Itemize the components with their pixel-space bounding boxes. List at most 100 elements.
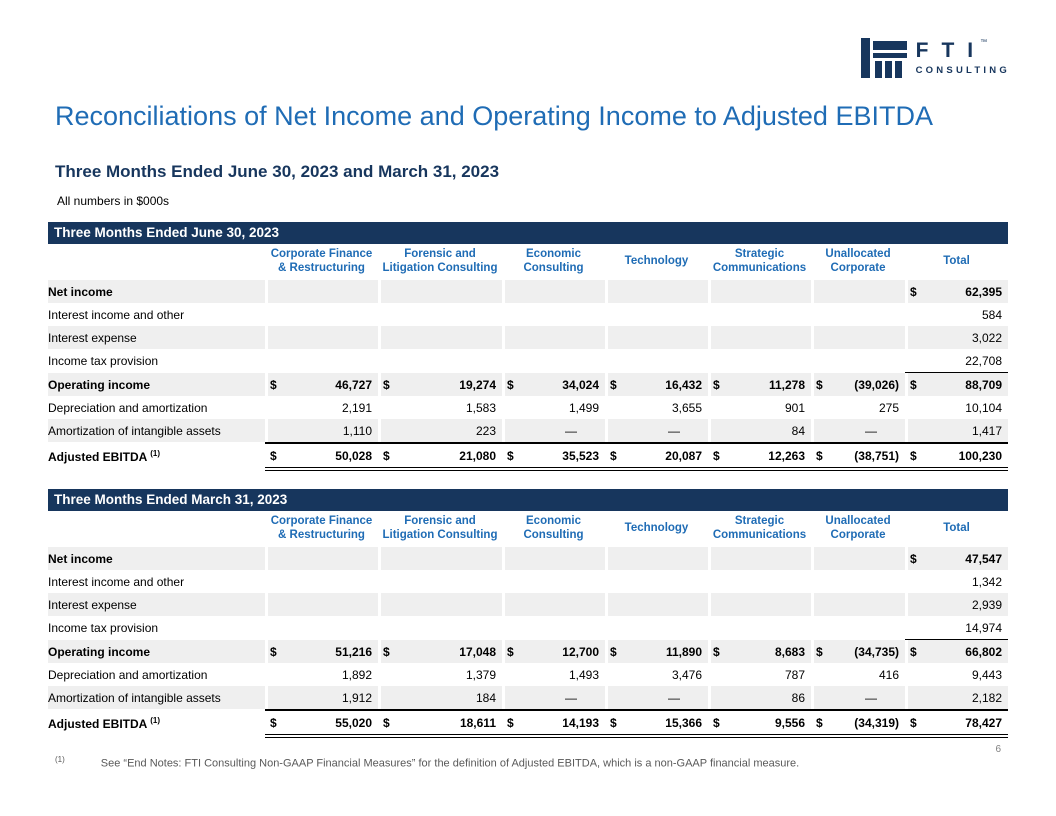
table-cell	[605, 616, 708, 640]
column-header: Economic Consulting	[523, 248, 584, 274]
table-cell	[502, 593, 605, 616]
fti-column-icon	[860, 38, 907, 78]
cell-value: 14,974	[965, 620, 1002, 635]
table-row: Income tax provision 22,708	[48, 349, 1008, 373]
table-cell	[605, 593, 708, 616]
currency-symbol: $	[816, 715, 823, 730]
cell-value: 10,104	[965, 400, 1002, 415]
table-cell: 1,583	[378, 396, 502, 419]
row-label: Net income	[48, 547, 265, 570]
cell-value: 50,028	[335, 448, 372, 463]
table-cell: $34,024	[502, 373, 605, 396]
cell-value: 46,727	[335, 377, 372, 392]
currency-symbol: $	[507, 377, 514, 392]
footnote-text: See “End Notes: FTI Consulting Non-GAAP …	[100, 757, 800, 770]
table-cell	[708, 616, 811, 640]
table-cell: —	[811, 419, 905, 442]
cell-value: 1,912	[341, 690, 372, 705]
footnote: (1) See “End Notes: FTI Consulting Non-GA…	[55, 755, 799, 770]
table-cell	[708, 303, 811, 326]
table-row: Interest income and other 584	[48, 303, 1008, 326]
units-note: All numbers in $000s	[57, 194, 170, 208]
currency-symbol: $	[383, 644, 390, 659]
cell-value: 8,683	[774, 644, 805, 659]
table-cell: 84	[708, 419, 811, 442]
row-label: Income tax provision	[48, 354, 159, 368]
table-cell	[378, 349, 502, 373]
table-cell: 3,022	[905, 326, 1008, 349]
label-column-header	[48, 511, 265, 547]
cell-value: 47,547	[965, 551, 1002, 566]
table-section: Three Months Ended June 30, 2023 Corpora…	[48, 222, 1008, 471]
cell-value: 62,395	[965, 284, 1002, 299]
table-cell: $8,683	[708, 640, 811, 663]
currency-symbol: $	[713, 644, 720, 659]
table-cell: $20,087	[605, 442, 708, 471]
cell-value: 1,417	[971, 423, 1002, 438]
table-cell	[811, 570, 905, 593]
cell-value: 20,087	[665, 448, 702, 463]
cell-value: 86	[791, 690, 805, 705]
cell-value: 66,802	[965, 644, 1002, 659]
table-cell: 184	[378, 686, 502, 709]
cell-value: 9,556	[774, 715, 805, 730]
currency-symbol: $	[910, 644, 917, 659]
cell-value: 1,499	[568, 400, 599, 415]
row-label: Income tax provision	[48, 621, 159, 635]
table-cell	[605, 349, 708, 373]
table-row: Amortization of intangible assets 1,912 18…	[48, 686, 1008, 709]
cell-value: 12,263	[768, 448, 805, 463]
table-cell: $21,080	[378, 442, 502, 471]
table-row: Income tax provision 14,974	[48, 616, 1008, 640]
trademark-symbol: ™	[980, 39, 988, 46]
table-cell: $51,216	[265, 640, 378, 663]
table-banner: Three Months Ended March 31, 2023	[48, 489, 1008, 511]
cell-value: 11,890	[665, 644, 702, 659]
table-cell: 3,476	[605, 663, 708, 686]
table-row: Depreciation and amortization 2,191 1,583 1…	[48, 396, 1008, 419]
fti-consulting-logo: FTI ™ CONSULTING	[860, 38, 1010, 78]
row-label: Depreciation and amortization	[48, 667, 208, 682]
table-row: Net income $62,395	[48, 280, 1008, 303]
cell-value: 901	[784, 400, 805, 415]
table-row: Adjusted EBITDA (1) $50,028 $21,080 $35,523…	[48, 442, 1008, 471]
cell-value: 55,020	[335, 715, 372, 730]
currency-symbol: $	[270, 377, 277, 392]
column-header: Strategic Communications	[712, 515, 807, 541]
cell-value: 3,476	[671, 667, 702, 682]
table-cell: $35,523	[502, 442, 605, 471]
table-cell: 10,104	[905, 396, 1008, 419]
cell-value: 19,274	[459, 377, 496, 392]
currency-symbol: $	[507, 644, 514, 659]
column-header: Strategic Communications	[712, 248, 807, 274]
footnote-marker: (1)	[55, 755, 65, 764]
currency-symbol: $	[610, 448, 617, 463]
currency-symbol: $	[270, 715, 277, 730]
cell-value: 78,427	[965, 715, 1002, 730]
table-cell	[378, 593, 502, 616]
table-cell: $11,278	[708, 373, 811, 396]
table-cell	[811, 280, 905, 303]
table-row: Interest expense 3,022	[48, 326, 1008, 349]
currency-symbol: $	[270, 644, 277, 659]
currency-symbol: $	[910, 284, 917, 299]
table-cell	[811, 616, 905, 640]
currency-symbol: $	[713, 715, 720, 730]
column-header: Forensic and Litigation Consulting	[382, 248, 498, 274]
currency-symbol: $	[610, 715, 617, 730]
table-cell: $55,020	[265, 709, 378, 738]
table-cell	[708, 547, 811, 570]
currency-symbol: $	[910, 377, 917, 392]
column-header: Technology	[624, 255, 689, 268]
cell-value: 1,342	[971, 574, 1002, 589]
row-label: Net income	[48, 280, 265, 303]
table-cell	[502, 570, 605, 593]
table-cell: $11,890	[605, 640, 708, 663]
currency-symbol: $	[713, 448, 720, 463]
column-header: Total	[943, 255, 970, 268]
table-cell	[265, 570, 378, 593]
cell-value: —	[865, 423, 877, 438]
table-cell: 14,974	[905, 616, 1008, 640]
column-header-row: Corporate Finance & Restructuring Forensi…	[48, 511, 1008, 547]
cell-value: —	[565, 423, 577, 438]
